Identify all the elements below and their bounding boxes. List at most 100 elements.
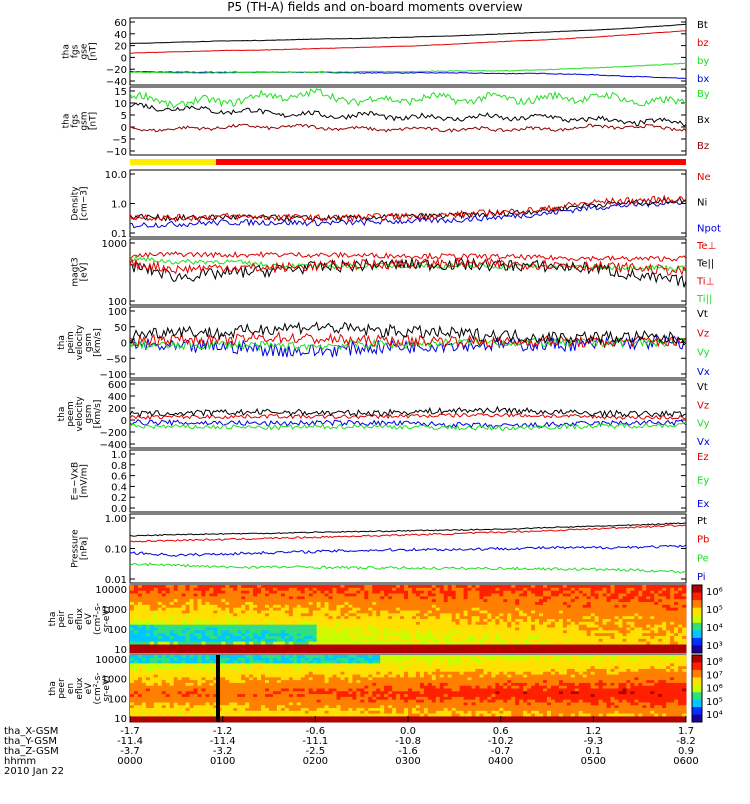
spectro-cell	[634, 602, 638, 605]
spectro-cell	[289, 596, 293, 599]
spectro-cell	[380, 650, 384, 653]
spectro-cell	[531, 642, 535, 645]
spectro-cell	[277, 691, 281, 694]
spectro-cell	[440, 636, 444, 639]
spectro-cell	[317, 639, 321, 642]
spectro-cell	[340, 719, 344, 722]
spectro-cell	[448, 616, 452, 619]
spectro-cell	[432, 622, 436, 625]
spectro-cell	[170, 605, 174, 608]
spectro-cell	[134, 714, 138, 717]
ylabel-line: [cm−3]	[80, 186, 90, 220]
spectro-cell	[503, 588, 507, 591]
spectro-cell	[420, 647, 424, 650]
spectro-cell	[428, 588, 432, 591]
spectro-cell	[670, 647, 674, 650]
spectro-cell	[428, 608, 432, 611]
spectro-cell	[201, 655, 205, 658]
spectro-cell	[523, 608, 527, 611]
spectro-cell	[658, 596, 662, 599]
spectro-cell	[368, 628, 372, 631]
spectro-cell	[201, 611, 205, 614]
spectro-cell	[507, 588, 511, 591]
spectro-cell	[515, 622, 519, 625]
spectro-cell	[178, 642, 182, 645]
spectro-cell	[348, 650, 352, 653]
spectro-cell	[130, 633, 134, 636]
spectro-cell	[289, 585, 293, 588]
spectro-cell	[333, 711, 337, 714]
spectro-cell	[436, 642, 440, 645]
spectro-cell	[658, 625, 662, 628]
spectro-cell	[325, 689, 329, 692]
spectro-cell	[607, 636, 611, 639]
spectro-cell	[626, 585, 630, 588]
spectro-cell	[170, 683, 174, 686]
spectro-cell	[670, 636, 674, 639]
spectro-cell	[321, 619, 325, 622]
spectro-cell	[233, 672, 237, 675]
spectro-cell	[539, 619, 543, 622]
spectro-cell	[221, 689, 225, 692]
spectro-cell	[400, 594, 404, 597]
spectro-cell	[464, 639, 468, 642]
spectro-cell	[134, 630, 138, 633]
spectro-cell	[551, 633, 555, 636]
spectro-cell	[487, 622, 491, 625]
spectro-cell	[190, 675, 194, 678]
spectro-cell	[150, 658, 154, 661]
spectro-cell	[678, 636, 682, 639]
spectro-cell	[249, 647, 253, 650]
spectro-cell	[166, 677, 170, 680]
spectro-cell	[233, 611, 237, 614]
spectro-cell	[646, 588, 650, 591]
spectro-cell	[257, 683, 261, 686]
series-line-By	[130, 89, 686, 108]
spectro-cell	[547, 636, 551, 639]
spectro-cell	[182, 625, 186, 628]
spectro-cell	[348, 596, 352, 599]
spectro-cell	[487, 639, 491, 642]
spectro-cell	[174, 619, 178, 622]
spectro-cell	[138, 608, 142, 611]
spectro-cell	[563, 588, 567, 591]
spectro-cell	[630, 630, 634, 633]
spectro-cell	[654, 630, 658, 633]
spectro-cell	[420, 585, 424, 588]
spectro-cell	[495, 647, 499, 650]
spectro-cell	[130, 628, 134, 631]
spectro-cell	[285, 694, 289, 697]
spectro-cell	[630, 599, 634, 602]
spectro-cell	[186, 605, 190, 608]
spectro-cell	[583, 622, 587, 625]
spectro-cell	[146, 669, 150, 672]
spectro-cell	[301, 622, 305, 625]
spectro-cell	[515, 619, 519, 622]
spectro-cell	[158, 625, 162, 628]
spectro-cell	[301, 599, 305, 602]
spectro-cell	[213, 622, 217, 625]
spectro-cell	[622, 585, 626, 588]
spectro-cell	[313, 697, 317, 700]
spectro-cell	[237, 705, 241, 708]
spectro-cell	[229, 658, 233, 661]
spectro-cell	[233, 645, 237, 648]
spectro-cell	[543, 608, 547, 611]
spectro-cell	[201, 650, 205, 653]
spectro-cell	[615, 630, 619, 633]
spectro-cell	[190, 714, 194, 717]
spectro-cell	[138, 705, 142, 708]
spectro-cell	[626, 588, 630, 591]
spectro-cell	[531, 619, 535, 622]
spectro-cell	[154, 594, 158, 597]
spectro-cell	[360, 622, 364, 625]
spectro-cell	[364, 613, 368, 616]
spectro-cell	[464, 608, 468, 611]
spectro-cell	[412, 608, 416, 611]
spectro-cell	[146, 585, 150, 588]
spectro-cell	[404, 596, 408, 599]
spectro-cell	[166, 666, 170, 669]
spectro-cell	[281, 613, 285, 616]
spectro-cell	[503, 645, 507, 648]
spectro-cell	[325, 716, 329, 719]
